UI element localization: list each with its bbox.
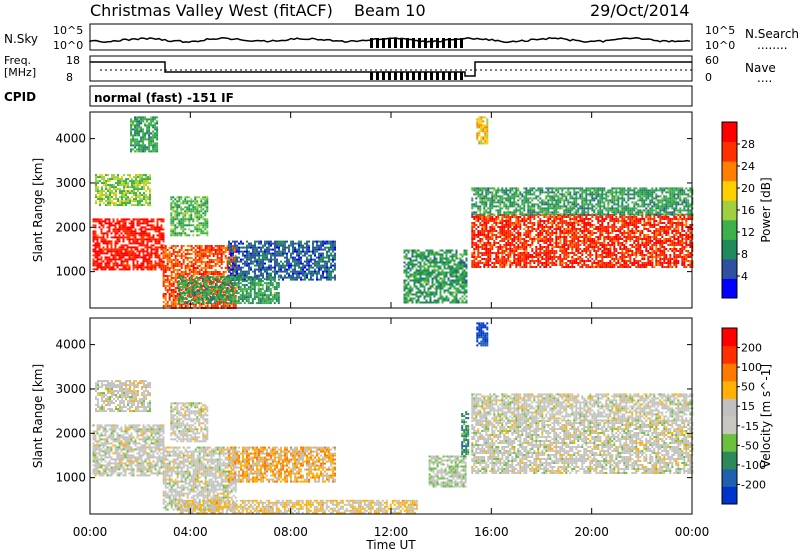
velocity-cbar-label: Velocity [m s^-1] [759, 364, 773, 468]
velocity-cbar-tick-7: -200 [741, 478, 766, 491]
power-cbar-tick-0: 4 [741, 270, 748, 283]
power-cbar-tick-5: 24 [741, 160, 755, 173]
beam-label: Beam 10 [354, 1, 426, 20]
velocity-cells [93, 322, 694, 513]
xtick-label-1: 04:00 [173, 525, 208, 539]
velocity-region-7 [461, 411, 469, 457]
power-cells [93, 116, 694, 309]
time-axis-label: Time UT [365, 538, 416, 552]
velocity-region-5 [178, 500, 418, 514]
velocity-cbar-tick-4: -15 [741, 420, 759, 433]
xtick-label-2: 08:00 [273, 525, 308, 539]
date-label: 29/Oct/2014 [590, 1, 690, 20]
power-region-6 [178, 276, 280, 304]
velocity-region-10 [476, 322, 488, 346]
velocity-region-2 [163, 447, 237, 511]
freq-trace [90, 62, 692, 80]
power-cbar-tick-2: 12 [741, 226, 755, 239]
velocity-ylabel: Slant Range [km] [31, 364, 45, 468]
time-axis: 00:00 04:00 08:00 12:00 16:00 20:00 00:00 [73, 525, 710, 539]
power-ytick-label-3: 4000 [55, 132, 86, 146]
velocity-region-0 [93, 424, 165, 476]
velocity-ytick-label-1: 2000 [55, 426, 86, 440]
xtick-label-6: 00:00 [675, 525, 710, 539]
velocity-region-3 [170, 402, 208, 442]
cpid-value: normal (fast) -151 IF [94, 91, 234, 105]
power-cbar-tick-1: 8 [741, 248, 748, 261]
power-region-2 [130, 116, 158, 152]
velocity-cbar-tick-2: 50 [741, 381, 755, 394]
power-region-9 [471, 187, 693, 215]
freq-unit: [MHz] [4, 66, 36, 79]
power-region-1 [95, 174, 151, 206]
power-region-4 [170, 196, 208, 236]
power-cbar-tick-3: 16 [741, 204, 755, 217]
power-cbar-tick-6: 28 [741, 138, 755, 151]
power-ytick-label-0: 1000 [55, 265, 86, 279]
cpid-label: CPID [4, 90, 36, 104]
xtick-label-4: 16:00 [474, 525, 509, 539]
nsky-tick-top: 10^5 [53, 24, 83, 37]
nsky-label: N.Sky [4, 32, 38, 46]
velocity-cbar-tick-5: -50 [741, 439, 759, 452]
nsky-trace [90, 38, 690, 48]
velocity-ytick-label-2: 3000 [55, 382, 86, 396]
nave-dots: .... [757, 71, 772, 85]
velocity-region-1 [95, 380, 151, 412]
power-ytick-label-2: 3000 [55, 176, 86, 190]
velocity-region-4 [228, 447, 336, 483]
nsearch-dots: ........ [757, 38, 788, 52]
nsky-tick-bottom: 10^0 [53, 39, 83, 52]
power-region-5 [228, 241, 336, 281]
xtick-label-0: 00:00 [73, 525, 108, 539]
nsearch-tick-top: 10^5 [705, 24, 735, 37]
plot-title: Christmas Valley West (fitACF) [90, 1, 333, 20]
velocity-ytick-label-3: 4000 [55, 338, 86, 352]
velocity-region-6 [429, 456, 467, 488]
power-region-8 [471, 214, 693, 268]
xtick-label-3: 12:00 [374, 525, 409, 539]
velocity-ytick-label-0: 1000 [55, 471, 86, 485]
freq-tick-bottom: 8 [66, 71, 73, 84]
power-panel: 1000 2000 3000 4000 Slant Range [km] 4 8 12 16 20… [31, 112, 773, 309]
power-ytick-label-1: 2000 [55, 220, 86, 234]
nave-tick-bottom: 0 [705, 71, 712, 84]
power-cbar-tick-4: 20 [741, 182, 755, 195]
power-ylabel: Slant Range [km] [31, 158, 45, 262]
xtick-label-5: 20:00 [574, 525, 609, 539]
nsearch-tick-bottom: 10^0 [705, 39, 735, 52]
power-colorbar: 4 8 12 16 20 24 28 Power [dB] [722, 122, 773, 299]
power-region-0 [93, 218, 165, 270]
velocity-cbar-tick-3: 15 [741, 400, 755, 413]
power-region-10 [476, 116, 488, 144]
velocity-cbar-tick-0: 200 [741, 342, 762, 355]
power-region-7 [404, 250, 468, 304]
velocity-region-8 [471, 420, 693, 474]
nave-tick-top: 60 [705, 54, 719, 67]
velocity-region-9 [471, 393, 693, 421]
freq-tick-top: 18 [66, 54, 80, 67]
power-cbar-label: Power [dB] [759, 177, 773, 242]
